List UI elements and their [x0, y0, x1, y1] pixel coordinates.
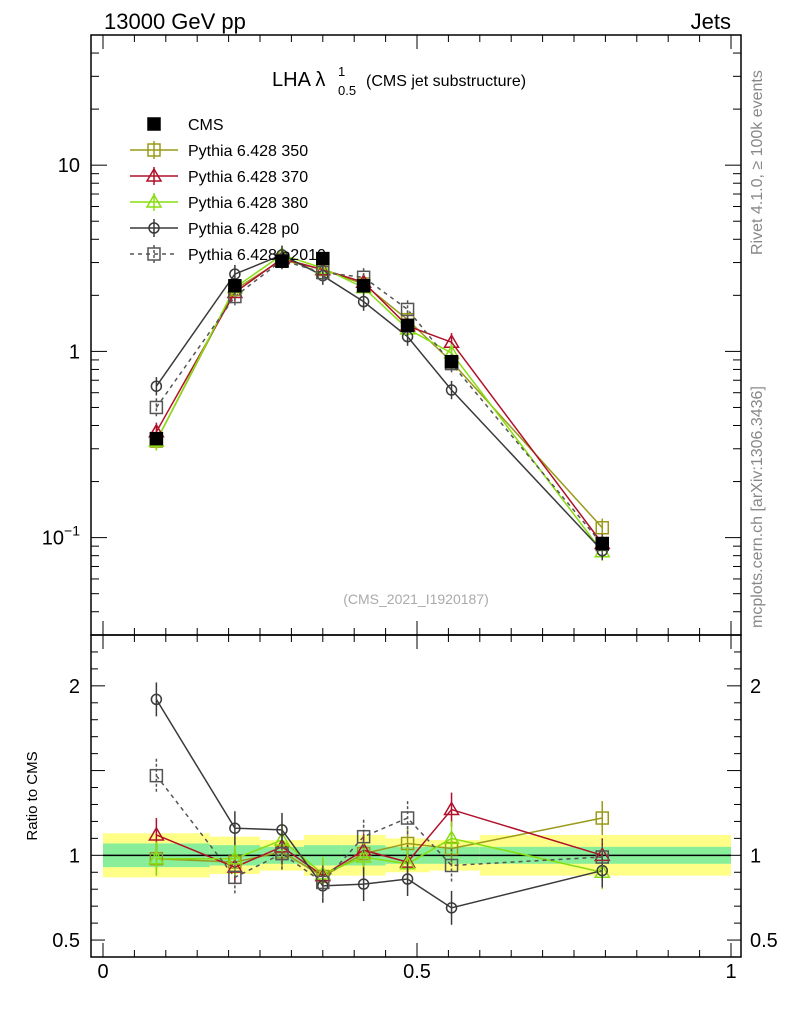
legend-marker	[147, 143, 161, 157]
cms-point	[595, 536, 610, 551]
ratio-point	[316, 875, 330, 890]
ratio-point	[229, 822, 241, 834]
y-tick-label: 10−1	[42, 523, 80, 550]
axis-ticks: 0 0.5 1 10−1 1 10 0.5 0.5 1 1 2 2	[42, 34, 778, 983]
ratio-point	[150, 693, 163, 706]
series-point	[316, 265, 330, 280]
ratio-point	[228, 870, 242, 885]
title-main: LHA λ	[272, 69, 325, 91]
legend-marker	[145, 167, 163, 182]
ratio-tick-label-left: 2	[69, 676, 80, 698]
legend-marker-cms	[147, 117, 161, 131]
legend-label: Pythia 6.428 370	[188, 169, 308, 186]
ratio-tick-label-right: 0.5	[750, 930, 778, 952]
cms-point	[275, 254, 289, 268]
legend-marker	[147, 247, 161, 261]
ratio-point	[400, 811, 415, 825]
mcplots-label: mcplots.cern.ch [arXiv:1306.3436]	[749, 386, 766, 628]
uncertainty-bands	[103, 833, 731, 878]
series-point	[357, 295, 370, 308]
ratio-point	[355, 848, 372, 863]
header-left: 13000 GeV pp	[104, 9, 246, 34]
header-right: Jets	[691, 9, 731, 34]
ratio-point	[401, 873, 414, 885]
legend-label: Pythia 6.428 p0	[188, 221, 299, 238]
series-line-main	[155, 254, 603, 552]
legend-label: Pythia 6.428 380	[188, 195, 308, 212]
ratio-point	[356, 829, 371, 844]
analysis-watermark: (CMS_2021_I1920187)	[343, 591, 489, 607]
legend-marker	[145, 193, 163, 208]
ratio-point	[357, 878, 370, 890]
legend-label: Pythia 6.428 350	[188, 143, 308, 160]
legend-label: Pythia 6.428 p2010	[188, 247, 326, 264]
series-line-main	[155, 259, 603, 529]
ratio-point	[275, 846, 289, 861]
cms-point	[316, 251, 330, 266]
x-tick-label: 1	[725, 961, 736, 983]
x-tick-label: 0	[97, 961, 108, 983]
legend-label-cms: CMS	[188, 117, 224, 134]
cms-point	[356, 279, 371, 293]
ratio-tick-label-right: 2	[750, 676, 761, 698]
y-tick-label: 10	[58, 155, 80, 177]
ratio-point	[443, 801, 460, 816]
ratio-point	[595, 811, 610, 825]
cms-point	[444, 354, 459, 369]
series-point	[150, 380, 163, 392]
cms-point	[228, 279, 242, 293]
legend: CMS Pythia 6.428 350 Pythia 6.428 370 Pythi…	[130, 117, 326, 264]
y-tick-label: 1	[69, 341, 80, 363]
series-point	[149, 400, 164, 415]
ratio-axis-label: Ratio to CMS	[24, 751, 41, 840]
cms-point	[400, 318, 415, 333]
title-sub: 0.5	[338, 83, 356, 98]
series-point	[595, 520, 610, 535]
ratio-point	[445, 902, 458, 914]
title-suffix: (CMS jet substructure)	[366, 73, 526, 90]
ratio-point	[444, 858, 459, 873]
ratio-point	[148, 826, 165, 841]
ratio-point	[149, 768, 164, 783]
series-point	[400, 302, 415, 317]
x-tick-label: 0.5	[403, 961, 431, 983]
series-line-main	[155, 257, 603, 544]
ratio-point	[443, 829, 460, 845]
title-sup: 1	[338, 64, 345, 79]
ratio-point	[148, 850, 165, 865]
ratio-point	[276, 824, 288, 836]
series-lines	[155, 254, 603, 909]
series-line-main	[155, 254, 603, 553]
ratio-plot-frame	[90, 634, 742, 958]
rivet-label: Rivet 4.1.0, ≥ 100k events	[749, 70, 766, 255]
ratio-point	[595, 850, 610, 864]
series-line-main	[155, 259, 603, 545]
series-point	[445, 384, 458, 396]
series-line-ratio	[155, 699, 603, 909]
ratio-tick-label-right: 1	[750, 845, 761, 867]
series-line-ratio	[155, 775, 603, 884]
ratio-point	[226, 850, 244, 865]
plot-title: LHA λ 1 0.5 (CMS jet substructure)	[272, 64, 526, 98]
ratio-tick-label-left: 0.5	[52, 930, 80, 952]
legend-marker	[148, 222, 160, 234]
cms-point	[149, 431, 164, 446]
data-markers	[148, 245, 611, 925]
ratio-tick-label-left: 1	[69, 845, 80, 867]
